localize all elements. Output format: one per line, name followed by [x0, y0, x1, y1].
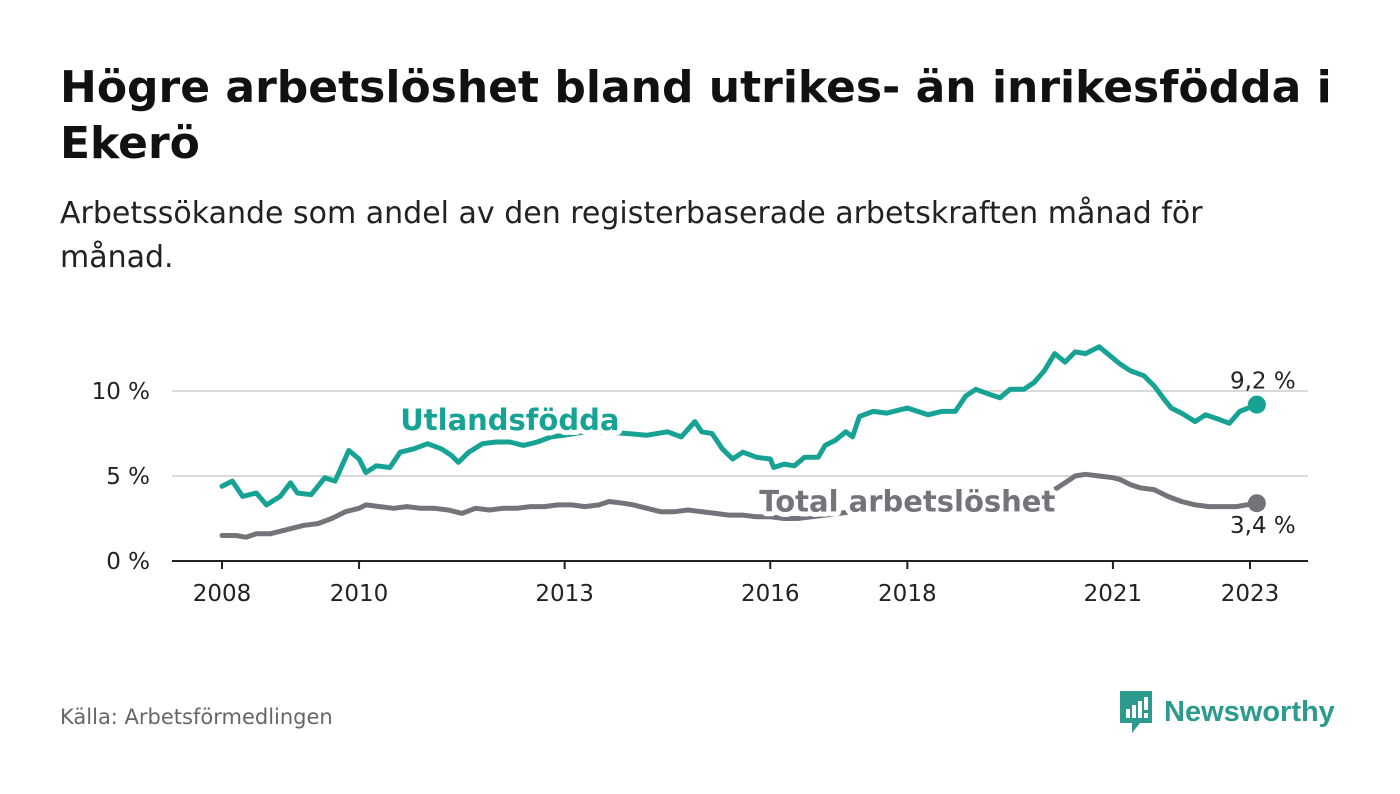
bar-chart-speech-bubble-icon — [1120, 691, 1152, 733]
series-label-halo: Total arbetslöshet — [759, 485, 1055, 519]
chart-subtitle: Arbetssökande som andel av den registerb… — [60, 196, 1203, 275]
series-end-dot — [1247, 395, 1266, 414]
series-end-dot — [1247, 494, 1266, 513]
source-note: Källa: Arbetsförmedlingen — [60, 705, 333, 729]
x-tick-label: 2021 — [1084, 581, 1143, 607]
series-label-halo: Utlandsfödda — [400, 403, 619, 437]
x-tick-label: 2013 — [535, 581, 594, 607]
x-tick-label: 2010 — [330, 581, 389, 607]
y-axis-ticks: 0 % 5 % 10 % — [92, 379, 150, 575]
series-end-label: 9,2 % — [1230, 369, 1296, 395]
gridlines — [172, 390, 1308, 562]
y-tick-label: 0 % — [106, 549, 150, 575]
brand-logo: Newsworthy — [1118, 688, 1335, 736]
x-axis-ticks: 2008 2010 2013 2016 2018 2021 2023 — [193, 561, 1280, 607]
series-line-total-arbetsl-shet — [219, 471, 1260, 540]
y-tick-label: 10 % — [92, 379, 150, 405]
x-tick-label: 2008 — [193, 581, 252, 607]
brand-name: Newsworthy — [1164, 695, 1335, 728]
series-lines — [219, 344, 1266, 540]
x-tick-label: 2023 — [1221, 581, 1280, 607]
series-label-total-arbetsl-shet: Total arbetslöshet — [759, 485, 1055, 519]
x-tick-label: 2018 — [878, 581, 937, 607]
x-tick-label: 2016 — [741, 581, 800, 607]
y-tick-label: 5 % — [106, 464, 150, 490]
series-line-utlandsf-dda — [219, 344, 1260, 508]
chart-title: Högre arbetslöshet bland utrikes- än inr… — [60, 62, 1332, 169]
series-end-label: 3,4 % — [1230, 513, 1296, 539]
series-label-utlandsf-dda: Utlandsfödda — [400, 403, 619, 437]
